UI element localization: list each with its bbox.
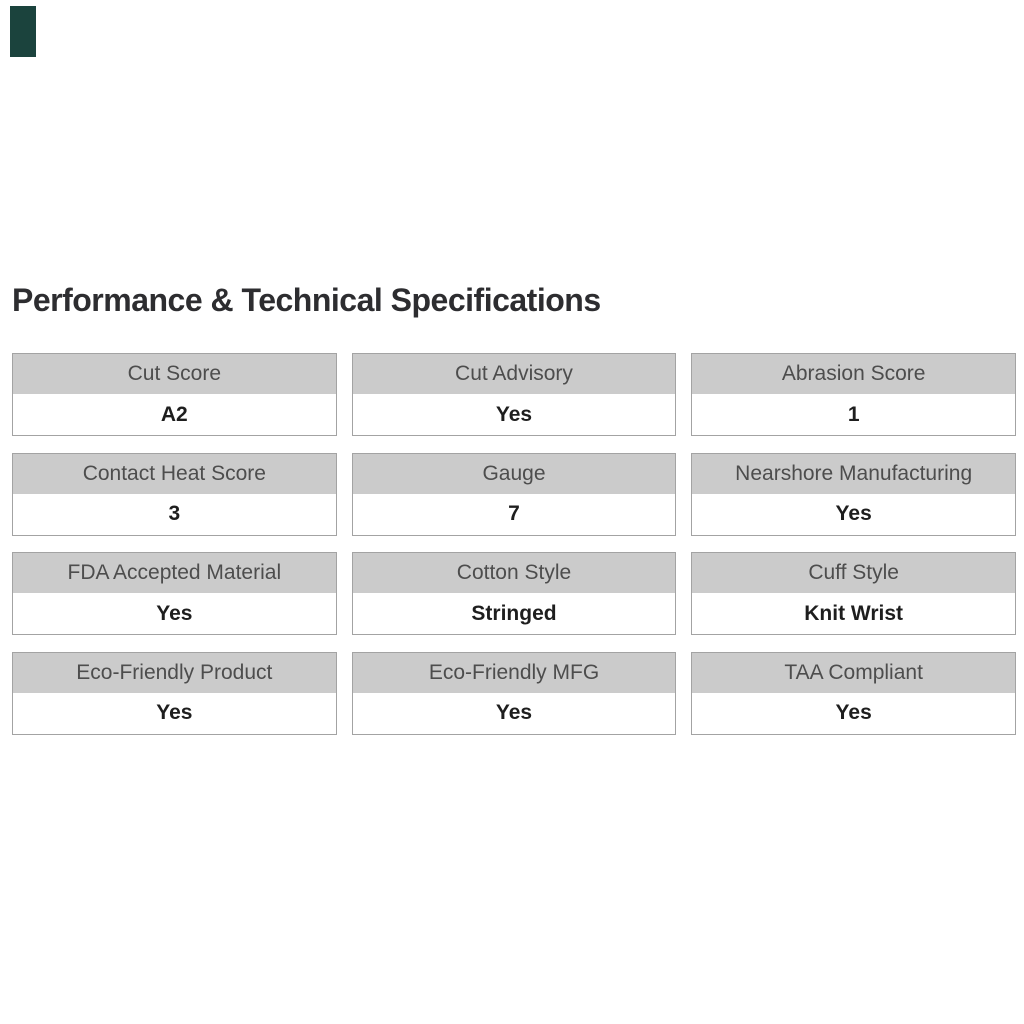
spec-value: Yes bbox=[835, 701, 872, 724]
spec-label: Nearshore Manufacturing bbox=[692, 453, 1015, 494]
spec-card: Eco-Friendly Product Yes bbox=[12, 651, 337, 735]
spec-label: Cut Advisory bbox=[352, 354, 676, 394]
spec-value: A2 bbox=[160, 402, 188, 426]
section-title: Performance & Technical Specifications bbox=[12, 282, 601, 318]
spec-label: Abrasion Score bbox=[692, 354, 1015, 394]
specs-grid: Cut Score A2 Cut Advisory Yes Abrasion S… bbox=[12, 353, 1016, 735]
spec-label: Cut Score bbox=[13, 354, 336, 394]
spec-value-cell: Yes bbox=[13, 692, 336, 734]
spec-label: Eco-Friendly MFG bbox=[352, 652, 676, 693]
spec-label: Gauge bbox=[352, 453, 676, 494]
spec-card: Cut Advisory Yes bbox=[351, 353, 677, 436]
spec-card: Abrasion Score 1 bbox=[691, 353, 1016, 436]
spec-card: FDA Accepted Material Yes bbox=[12, 552, 337, 635]
spec-value: Yes bbox=[495, 701, 533, 724]
spec-value: Yes bbox=[835, 502, 872, 525]
spec-value-cell: Yes bbox=[13, 593, 336, 634]
spec-card: Cuff Style Knit Wrist bbox=[691, 552, 1016, 635]
spec-label: TAA Compliant bbox=[692, 652, 1015, 693]
spec-value: 3 bbox=[168, 502, 181, 525]
spec-card: Gauge 7 bbox=[351, 452, 677, 536]
spec-label: Eco-Friendly Product bbox=[13, 652, 336, 693]
spec-value: Yes bbox=[156, 601, 193, 625]
spec-card: TAA Compliant Yes bbox=[691, 651, 1016, 735]
spec-value-cell: Yes bbox=[692, 493, 1015, 535]
spec-value: 1 bbox=[847, 402, 860, 426]
spec-card: Contact Heat Score 3 bbox=[12, 452, 337, 536]
spec-value-cell: 7 bbox=[352, 493, 676, 535]
spec-label: Contact Heat Score bbox=[13, 453, 336, 494]
spec-value-cell: Knit Wrist bbox=[692, 593, 1015, 634]
spec-value: Stringed bbox=[471, 601, 557, 625]
spec-value: 7 bbox=[508, 502, 520, 525]
spec-value-cell: 1 bbox=[692, 394, 1015, 435]
spec-value-cell: Yes bbox=[352, 692, 676, 734]
spec-card: Cut Score A2 bbox=[12, 353, 337, 436]
spec-card: Eco-Friendly MFG Yes bbox=[351, 651, 677, 735]
spec-value-cell: A2 bbox=[13, 394, 336, 435]
spec-value: Yes bbox=[156, 701, 193, 724]
spec-value-cell: Yes bbox=[692, 692, 1015, 734]
spec-value: Yes bbox=[495, 402, 533, 426]
spec-card: Cotton Style Stringed bbox=[351, 552, 677, 635]
product-color-swatch bbox=[10, 6, 36, 57]
spec-card: Nearshore Manufacturing Yes bbox=[691, 452, 1016, 536]
spec-label: Cuff Style bbox=[692, 553, 1015, 593]
spec-label: Cotton Style bbox=[352, 553, 676, 593]
spec-value-cell: 3 bbox=[13, 493, 336, 535]
spec-value: Knit Wrist bbox=[804, 601, 904, 625]
spec-value-cell: Stringed bbox=[352, 593, 676, 634]
spec-value-cell: Yes bbox=[352, 394, 676, 435]
spec-label: FDA Accepted Material bbox=[13, 553, 336, 593]
